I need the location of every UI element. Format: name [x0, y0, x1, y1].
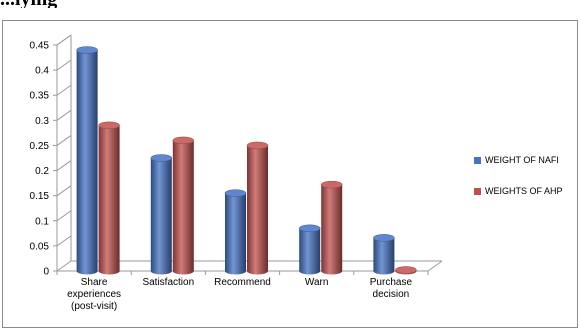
- bar-nafi: [150, 154, 173, 275]
- legend-label-nafi: WEIGHT OF NAFI: [485, 155, 559, 165]
- legend: WEIGHT OF NAFI WEIGHTS OF AHP: [474, 152, 563, 214]
- y-tick-diag: [56, 109, 72, 121]
- y-tick-label: 0.35: [30, 91, 50, 102]
- bar-nafi: [76, 46, 98, 275]
- y-tick-label: 0.15: [30, 191, 50, 202]
- y-tick-diag: [56, 210, 72, 222]
- y-tick-diag: [56, 260, 72, 272]
- bar-nafi: [224, 189, 247, 275]
- y-tick-diag: [56, 185, 72, 197]
- y-tick-diag: [56, 160, 72, 171]
- y-tick-label: 0: [43, 267, 49, 278]
- y-tick-diag: [56, 59, 72, 71]
- y-tick-label: 0.25: [30, 141, 50, 152]
- legend-swatch-ahp: [474, 187, 481, 195]
- y-tick-label: 0.3: [35, 116, 49, 127]
- x-tick-label: Satisfaction: [142, 277, 194, 288]
- legend-item-ahp: WEIGHTS OF AHP: [474, 183, 563, 199]
- y-tick-label: 0.2: [35, 166, 49, 177]
- bar-ahp: [98, 121, 120, 275]
- y-tick-label: 0.1: [35, 216, 49, 227]
- bar-ahp: [395, 266, 417, 275]
- legend-swatch-nafi: [474, 156, 481, 164]
- y-tick-diag: [56, 235, 72, 247]
- y-tick-label: 0.45: [30, 41, 50, 52]
- legend-item-nafi: WEIGHT OF NAFI: [474, 152, 563, 168]
- y-tick-diag: [56, 34, 72, 46]
- bar-ahp: [246, 141, 269, 275]
- legend-label-ahp: WEIGHTS OF AHP: [485, 186, 563, 196]
- bar-nafi: [298, 224, 321, 275]
- chart-border: [2, 20, 578, 328]
- y-tick-diag: [56, 84, 72, 96]
- bar-ahp: [172, 136, 195, 275]
- y-tick-label: 0.05: [30, 241, 50, 252]
- x-tick-label: Share experiences (post-visit): [67, 277, 121, 312]
- page-title-fragment: ...lying: [0, 0, 260, 8]
- x-tick-label: Warn: [305, 277, 329, 288]
- x-tick-label: Purchase decision: [370, 277, 413, 300]
- y-tick-label: 0.4: [35, 66, 49, 77]
- y-tick-diag: [56, 135, 72, 146]
- x-tick-label: Recommend: [214, 277, 271, 288]
- bar-ahp: [320, 180, 343, 275]
- bar-nafi: [373, 234, 395, 275]
